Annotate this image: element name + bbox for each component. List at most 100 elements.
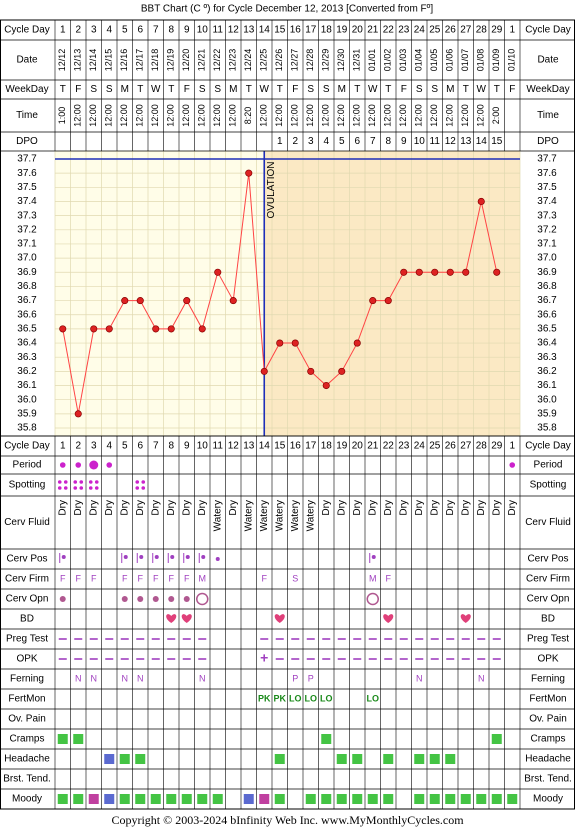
y-tick-right: 37.2	[537, 224, 557, 235]
cycle-day-label-right: Cycle Day	[525, 441, 571, 452]
weekday-cell: S	[323, 84, 330, 95]
spotting-dot	[141, 480, 146, 484]
cerv-fluid-cell: Dry	[336, 500, 347, 516]
temperature-point	[198, 325, 206, 333]
moody-marker	[104, 794, 115, 804]
cerv-fluid-cell: Dry	[460, 500, 471, 516]
date-cell: 01/03	[398, 49, 408, 72]
cycle-day-cell: 28	[476, 25, 488, 36]
cerv-fluid-cell: Dry	[119, 500, 130, 516]
dpo-cell: 15	[491, 136, 503, 147]
cerv-fluid-cell: Dry	[476, 500, 487, 516]
date-cell: 12/27	[290, 49, 300, 72]
y-tick-right: 36.3	[537, 352, 557, 363]
temperature-point	[152, 325, 160, 333]
cycle-day-cell: 24	[414, 25, 426, 36]
cycle-day-cell-lower: 1	[509, 441, 515, 452]
moody-marker	[150, 794, 161, 804]
moody-marker	[321, 794, 332, 804]
cycle-day-label-left: Cycle Day	[4, 441, 50, 452]
date-cell: 01/10	[507, 49, 517, 72]
temperature-point	[260, 367, 268, 375]
cerv-fluid-cell: Dry	[429, 500, 440, 516]
cerv-fluid-cell: Watery	[243, 500, 254, 531]
moody-marker	[491, 794, 502, 804]
date-cell: 12/21	[197, 49, 207, 72]
cycle-day-cell: 2	[75, 25, 81, 36]
cycle-day-cell: 7	[153, 25, 159, 36]
time-cell: 12:00	[104, 104, 114, 127]
cerv-pos-dot	[185, 555, 190, 559]
ferning-cell: N	[91, 673, 98, 683]
time-cell: 2:00	[491, 107, 501, 125]
spotting-dot	[57, 480, 62, 484]
cycle-day-cell: 5	[122, 25, 128, 36]
moody-marker	[352, 794, 363, 804]
ferning-cell: P	[308, 673, 314, 683]
time-cell: 12:00	[119, 104, 129, 127]
fertmon-label-right: FertMon	[529, 694, 566, 705]
bd-heart	[166, 614, 177, 623]
time-cell: 12:00	[336, 104, 346, 127]
period-dot	[89, 460, 99, 470]
temperature-point	[214, 268, 222, 276]
cerv-firm-cell: F	[386, 573, 392, 583]
brst-tend-label-right: Brst. Tend.	[524, 774, 572, 785]
date-cell: 12/13	[73, 49, 83, 72]
cramps-marker	[321, 734, 332, 744]
spotting-dot	[73, 486, 78, 490]
y-tick-right: 37.1	[537, 239, 557, 250]
headache-marker	[429, 754, 440, 764]
y-tick-left: 36.1	[17, 380, 37, 391]
cycle-day-cell: 18	[321, 25, 333, 36]
time-cell: 12:00	[197, 104, 207, 127]
y-tick-left: 36.4	[17, 338, 37, 349]
cycle-day-cell: 8	[168, 25, 174, 36]
time-cell: 12:00	[460, 104, 470, 127]
moody-marker	[460, 794, 471, 804]
y-tick-right: 35.9	[537, 408, 557, 419]
time-cell: 12:00	[181, 104, 191, 127]
temperature-point	[136, 297, 144, 305]
weekday-cell: F	[292, 84, 298, 95]
weekday-cell: W	[151, 84, 161, 95]
cerv-opn-large	[366, 592, 379, 606]
cycle-day-cell-lower: 24	[414, 441, 426, 452]
period-dot	[106, 462, 113, 468]
cerv-fluid-cell: Dry	[73, 500, 84, 516]
cerv-firm-cell: M	[369, 573, 377, 583]
temperature-point	[183, 297, 191, 305]
moody-marker	[367, 794, 378, 804]
spotting-dot	[57, 486, 62, 490]
spotting-dot	[79, 486, 84, 490]
temperature-point	[322, 381, 330, 390]
cycle-day-cell: 10	[197, 25, 209, 36]
time-cell: 12:00	[212, 104, 222, 127]
spotting-dot	[135, 486, 140, 490]
moody-marker	[166, 794, 177, 804]
cycle-day-cell-lower: 20	[352, 441, 364, 452]
cycle-day-cell-lower: 21	[367, 441, 379, 452]
temperature-point	[431, 268, 439, 276]
spotting-dot	[88, 486, 93, 490]
date-cell: 01/06	[445, 49, 455, 72]
fertmon-label-left: FertMon	[8, 694, 45, 705]
cerv-pos-dot	[170, 555, 175, 559]
cerv-pos-dot	[61, 555, 66, 559]
date-cell: 12/29	[321, 49, 331, 72]
date-cell: 12/22	[212, 49, 222, 72]
cycle-day-cell-lower: 27	[460, 441, 472, 452]
brst-tend-label-left: Brst. Tend.	[3, 774, 51, 785]
y-tick-right: 37.6	[537, 168, 557, 179]
cycle-day-cell-lower: 10	[197, 441, 209, 452]
time-cell: 12:00	[150, 104, 160, 127]
fertmon-cell: PK	[258, 693, 271, 703]
cycle-day-cell: 1	[509, 25, 515, 36]
cerv-fluid-cell: Dry	[88, 500, 99, 516]
temperature-point	[74, 410, 82, 418]
temperature-point	[400, 268, 408, 276]
y-tick-right: 37.5	[537, 182, 557, 193]
weekday-cell: M	[229, 84, 237, 95]
time-cell: 12:00	[305, 104, 315, 127]
temperature-point	[353, 339, 361, 347]
